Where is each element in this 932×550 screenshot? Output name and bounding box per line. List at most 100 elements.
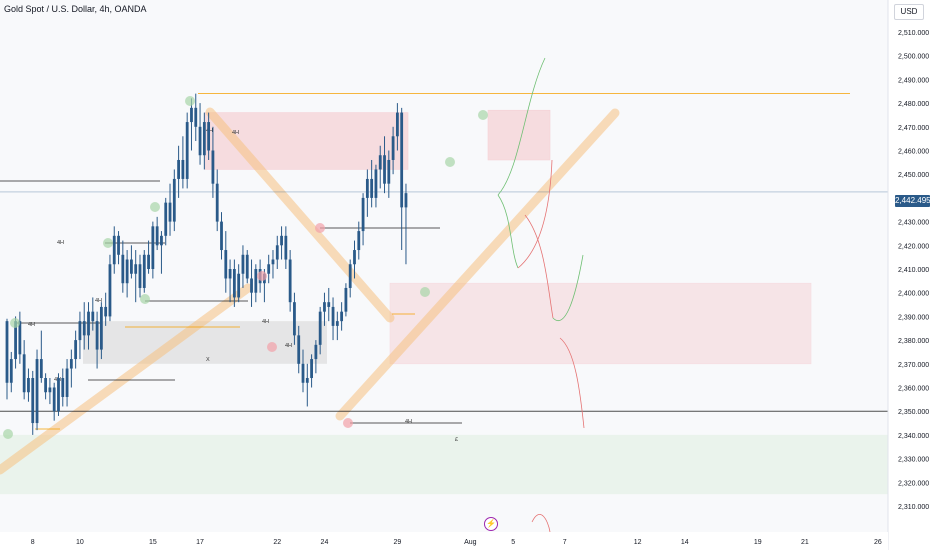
candle-body <box>314 344 318 360</box>
y-tick-label: 2,510.000 <box>898 30 929 37</box>
swing-marker <box>3 429 13 439</box>
swing-marker <box>267 342 277 352</box>
candle-body <box>177 159 180 179</box>
candle-body <box>138 264 142 288</box>
y-tick-label: 2,480.000 <box>898 101 929 108</box>
projection-arrow <box>497 57 546 196</box>
candle-body <box>284 235 288 260</box>
y-tick-label: 2,450.000 <box>898 172 929 179</box>
candle-body <box>353 250 356 265</box>
annotation-label: 4H <box>57 240 64 246</box>
candle-body <box>202 122 206 156</box>
candle-body <box>22 354 26 393</box>
candle-body <box>14 321 17 360</box>
supply-zone-recent <box>487 109 551 161</box>
trendline-down <box>205 107 395 323</box>
supply-zone-lower <box>389 282 812 365</box>
candle-body <box>194 107 198 127</box>
candle-body <box>18 321 22 355</box>
candle-body <box>27 378 30 393</box>
lightning-icon[interactable]: ⚡ <box>484 517 498 531</box>
candle-body <box>9 359 13 383</box>
candle-body <box>383 155 386 184</box>
candle-body <box>387 159 391 184</box>
candle-body <box>87 311 90 336</box>
candle-body <box>391 136 395 160</box>
y-tick-label: 2,310.000 <box>898 504 929 511</box>
candle-body <box>211 150 215 184</box>
swing-marker <box>420 287 430 297</box>
candle-body <box>404 193 408 208</box>
symbol-title[interactable]: Gold Spot / U.S. Dollar, 4h, OANDA <box>4 4 147 14</box>
candle-body <box>331 306 335 326</box>
candle-body <box>198 126 202 156</box>
x-tick-label: Aug <box>464 539 477 546</box>
candle-body <box>280 235 283 246</box>
currency-button[interactable]: USD <box>894 4 924 20</box>
x-tick-label: 5 <box>511 539 515 546</box>
candle-body <box>301 363 305 383</box>
x-tick-label: 12 <box>634 539 642 546</box>
x-tick-label: 29 <box>393 539 401 546</box>
candle-body <box>168 202 172 222</box>
annotation-label: 4H <box>405 419 412 425</box>
candle-body <box>207 122 211 151</box>
trendline-up <box>335 108 620 421</box>
candle-body <box>39 359 43 379</box>
candle-body <box>232 269 236 298</box>
candle-body <box>220 221 223 251</box>
candle-body <box>121 254 125 284</box>
candle-body <box>142 254 146 288</box>
y-tick-label: 2,500.000 <box>898 54 929 61</box>
candle-body <box>344 287 348 312</box>
y-tick-label: 2,460.000 <box>898 149 929 156</box>
annotation-label: X <box>206 357 210 363</box>
annotation-label: 4H <box>95 298 102 304</box>
candle-body <box>267 264 271 274</box>
candle-body <box>228 269 232 279</box>
candle-body <box>134 264 138 274</box>
projection-arrow <box>524 214 554 319</box>
candle-body <box>181 159 185 179</box>
y-tick-label: 2,330.000 <box>898 457 929 464</box>
candle-body <box>172 178 176 222</box>
candle-body <box>318 311 322 345</box>
candle-body <box>370 178 374 198</box>
candle-body <box>400 112 404 208</box>
candle-body <box>323 302 326 312</box>
swing-marker <box>10 318 20 328</box>
swing-marker <box>150 202 160 212</box>
y-tick-label: 2,390.000 <box>898 314 929 321</box>
candle-body <box>190 107 193 123</box>
time-axis-bg <box>0 532 888 550</box>
candle-body <box>293 302 296 336</box>
demand-zone-lower <box>0 434 888 495</box>
trendline-left <box>0 283 253 475</box>
candle-body <box>65 368 69 397</box>
candle-body <box>57 378 60 412</box>
candle-body <box>305 378 309 383</box>
grey-range-zone <box>83 321 327 364</box>
y-tick-label: 2,410.000 <box>898 267 929 274</box>
x-tick-label: 26 <box>874 539 882 546</box>
y-tick-label: 2,470.000 <box>898 125 929 132</box>
candle-body <box>357 231 361 251</box>
candle-body <box>74 340 78 360</box>
swing-marker <box>343 418 353 428</box>
candle-body <box>250 278 253 293</box>
y-tick-label: 2,420.000 <box>898 243 929 250</box>
candle-body <box>275 245 279 260</box>
y-tick-label: 2,370.000 <box>898 362 929 369</box>
candle-body <box>99 306 103 350</box>
candle-body <box>348 264 352 288</box>
x-tick-label: 15 <box>149 539 157 546</box>
x-tick-label: 7 <box>563 539 567 546</box>
candle-body <box>271 259 275 265</box>
candle-body <box>241 254 245 274</box>
candle-body <box>151 226 155 269</box>
candle-body <box>164 202 168 236</box>
candle-body <box>335 321 339 326</box>
x-tick-label: 8 <box>31 539 35 546</box>
